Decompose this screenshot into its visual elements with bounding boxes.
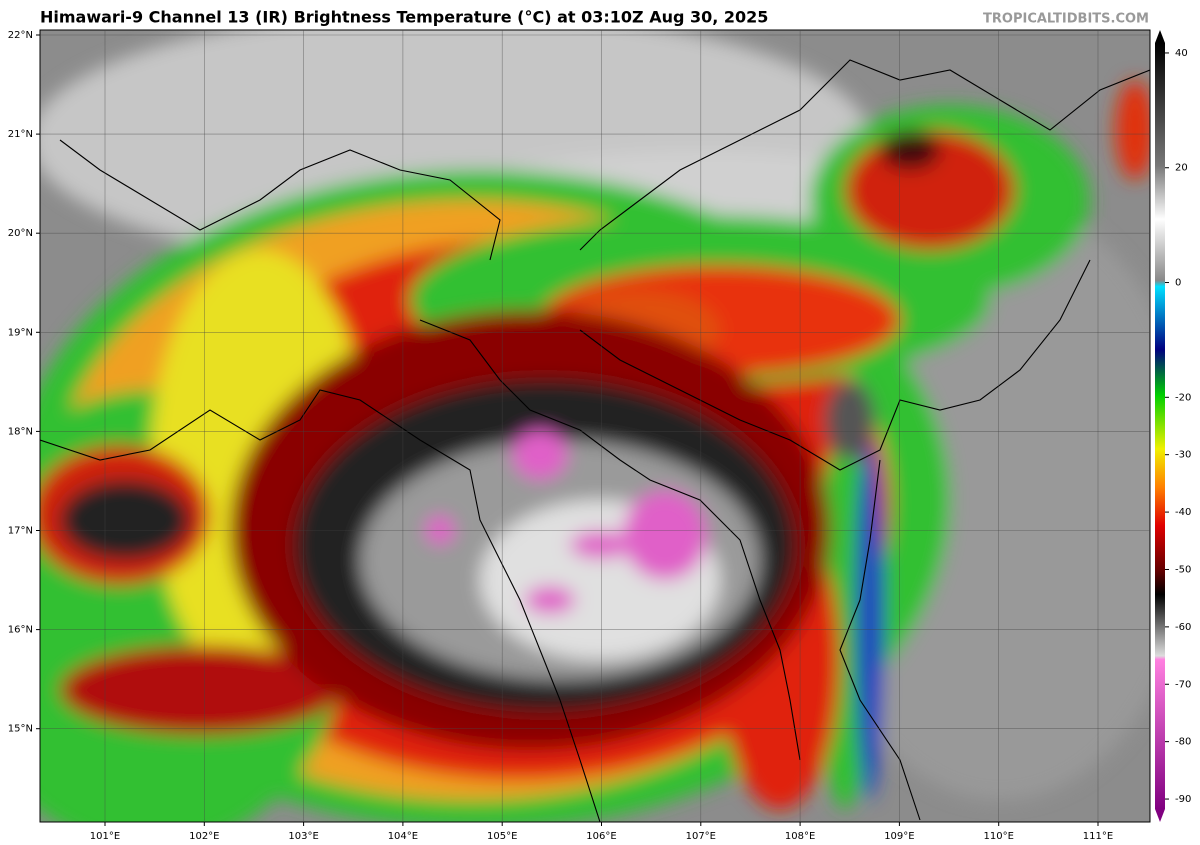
cloud-region xyxy=(623,490,707,580)
cloud-region xyxy=(825,380,875,460)
lat-label: 20°N xyxy=(8,228,33,239)
colorbar-tick-label: -90 xyxy=(1175,794,1191,805)
colorbar-tick-label: -20 xyxy=(1175,392,1191,403)
map-frame xyxy=(39,29,1151,823)
lon-label: 106°E xyxy=(586,831,616,842)
cloud-region xyxy=(512,430,568,480)
lon-label: 104°E xyxy=(388,831,418,842)
watermark: TROPICALTIDBITS.COM xyxy=(983,12,1149,27)
lon-label: 109°E xyxy=(884,831,914,842)
lat-label: 22°N xyxy=(8,30,33,41)
lon-label: 102°E xyxy=(189,831,219,842)
colorbar-tick-label: 20 xyxy=(1175,163,1188,174)
colorbar-tick-label: -40 xyxy=(1175,507,1191,518)
lat-label: 17°N xyxy=(8,526,33,537)
lon-label: 110°E xyxy=(983,831,1013,842)
title: Himawari-9 Channel 13 (IR) Brightness Te… xyxy=(40,8,768,27)
lon-label: 111°E xyxy=(1083,831,1113,842)
cloud-region xyxy=(60,645,340,735)
lat-label: 15°N xyxy=(8,724,33,735)
satellite-imagery xyxy=(40,30,1150,822)
colorbar-tick-label: 0 xyxy=(1175,278,1181,289)
cloud-region xyxy=(1115,80,1150,180)
lon-label: 108°E xyxy=(785,831,815,842)
cloud-region xyxy=(856,440,884,800)
colorbar-tick-label: -50 xyxy=(1175,564,1191,575)
lon-label: 103°E xyxy=(288,831,318,842)
colorbar-tick-label: -60 xyxy=(1175,622,1191,633)
colorbar-tick-label: -80 xyxy=(1175,737,1191,748)
lon-label: 107°E xyxy=(686,831,716,842)
colorbar-tick-label: 40 xyxy=(1175,48,1188,59)
lat-label: 16°N xyxy=(8,625,33,636)
colorbar-tick-label: -30 xyxy=(1175,450,1191,461)
cloud-region xyxy=(60,480,190,560)
colorbar: 40 20 0 -20 -30 -40 -50 -60 -70 -80 -90 xyxy=(1155,30,1191,822)
lat-label: 21°N xyxy=(8,129,33,140)
lat-label: 18°N xyxy=(8,426,33,437)
lon-label: 101°E xyxy=(90,831,120,842)
colorbar-tick-label: -70 xyxy=(1175,679,1191,690)
cloud-region xyxy=(425,515,455,545)
cloud-region xyxy=(570,531,630,559)
lat-label: 19°N xyxy=(8,327,33,338)
cloud-region xyxy=(525,586,575,614)
cloud-region xyxy=(880,130,940,170)
lon-label: 105°E xyxy=(487,831,517,842)
